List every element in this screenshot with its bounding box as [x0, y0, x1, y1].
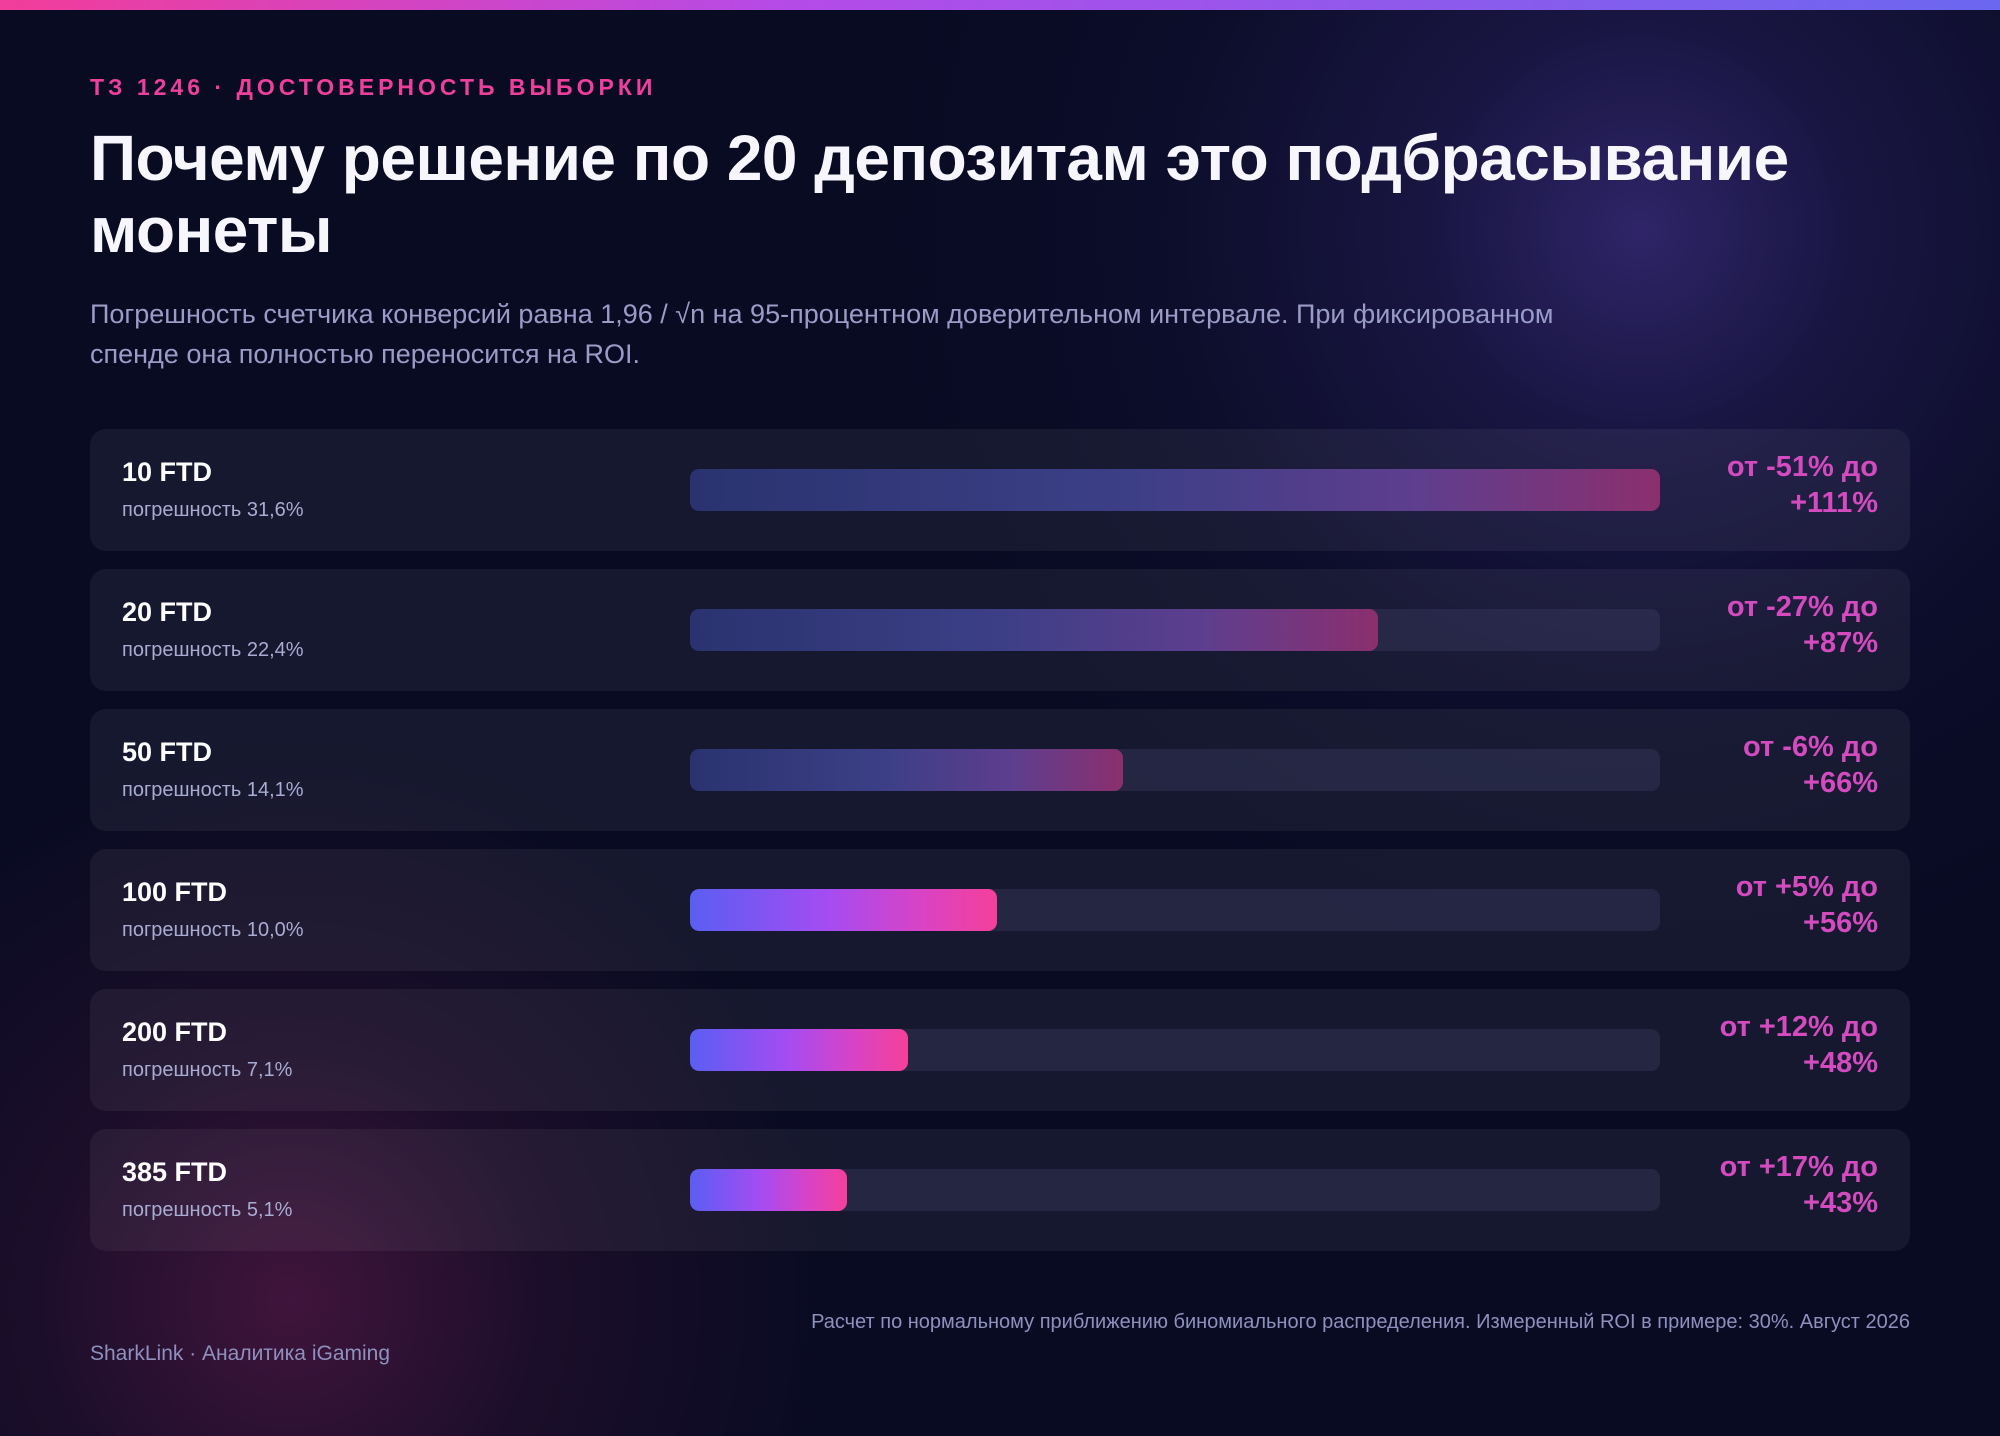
bar-track	[690, 609, 1660, 651]
roi-range-from: от -6% до	[1742, 731, 1878, 763]
category-label: 20 FTD	[122, 597, 213, 627]
chart-row: 50 FTD погрешность 14,1% от -6% до +66%	[90, 709, 1910, 831]
roi-range-label: от -27% до +87%	[1618, 589, 1878, 661]
category-label: 50 FTD	[122, 737, 213, 767]
page-title: Почему решение по 20 депозитам это подбр…	[90, 122, 1789, 266]
error-label: погрешность 5,1%	[122, 1199, 293, 1221]
bar	[690, 749, 1123, 791]
accent-top-bar	[0, 0, 2000, 10]
category-label: 100 FTD	[122, 877, 228, 907]
roi-range-label: от +17% до +43%	[1618, 1149, 1878, 1221]
bar	[690, 889, 997, 931]
roi-range-label: от +12% до +48%	[1618, 1009, 1878, 1081]
chart-row: 200 FTD погрешность 7,1% от +12% до +48%	[90, 989, 1910, 1111]
error-label: погрешность 7,1%	[122, 1059, 293, 1081]
roi-range-to: +56%	[1803, 907, 1878, 939]
roi-range-label: от -51% до +111%	[1618, 449, 1878, 521]
bar-track	[690, 749, 1660, 791]
chart-row: 385 FTD погрешность 5,1% от +17% до +43%	[90, 1129, 1910, 1251]
roi-range-to: +111%	[1790, 487, 1878, 519]
chart-row: 100 FTD погрешность 10,0% от +5% до +56%	[90, 849, 1910, 971]
error-label: погрешность 14,1%	[122, 779, 304, 801]
category-label: 385 FTD	[122, 1157, 228, 1187]
bar-track	[690, 1169, 1660, 1211]
chart-row: 10 FTD погрешность 31,6% от -51% до +111%	[90, 429, 1910, 551]
roi-range-to: +48%	[1803, 1047, 1878, 1079]
page-subtitle: Погрешность счетчика конверсий равна 1,9…	[90, 299, 1554, 369]
roi-range-from: от +17% до	[1719, 1151, 1878, 1183]
bar	[690, 609, 1378, 651]
bar-track	[690, 889, 1660, 931]
category-label: 200 FTD	[122, 1017, 228, 1047]
roi-range-to: +43%	[1803, 1187, 1878, 1219]
chart-rows: 10 FTD погрешность 31,6% от -51% до +111% 20…	[90, 429, 1910, 1269]
roi-range-from: от -27% до	[1726, 591, 1878, 623]
bar	[690, 1169, 847, 1211]
eyebrow-label: ТЗ 1246 · ДОСТОВЕРНОСТЬ ВЫБОРКИ	[90, 74, 657, 100]
roi-range-to: +66%	[1803, 767, 1878, 799]
error-label: погрешность 31,6%	[122, 499, 304, 521]
error-label: погрешность 10,0%	[122, 919, 304, 941]
footer-note: Расчет по нормальному приближению биноми…	[811, 1311, 1910, 1333]
roi-range-from: от -51% до	[1726, 451, 1878, 483]
bar	[690, 469, 1660, 511]
roi-range-from: от +5% до	[1735, 871, 1878, 903]
roi-range-to: +87%	[1803, 627, 1878, 659]
roi-range-label: от -6% до +66%	[1618, 729, 1878, 801]
roi-range-label: от +5% до +56%	[1618, 869, 1878, 941]
bar	[690, 1029, 908, 1071]
footer-brand: SharkLink · Аналитика iGaming	[90, 1342, 391, 1365]
error-label: погрешность 22,4%	[122, 639, 304, 661]
bar-track	[690, 1029, 1660, 1071]
chart-row: 20 FTD погрешность 22,4% от -27% до +87%	[90, 569, 1910, 691]
bar-track	[690, 469, 1660, 511]
roi-range-from: от +12% до	[1719, 1011, 1878, 1043]
category-label: 10 FTD	[122, 457, 213, 487]
